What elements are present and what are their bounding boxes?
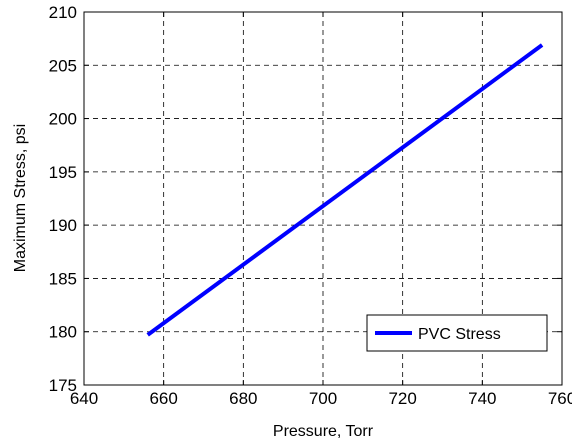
y-tick-label: 175 [49,376,77,395]
legend: PVC Stress [366,314,548,352]
x-tick-label: 720 [388,389,416,408]
y-axis-label: Maximum Stress, psi [12,124,29,272]
x-tick-labels: 640 660 680 700 720 740 760 [70,389,572,408]
series-line-pvc-stress [146,43,544,337]
x-tick-label: 740 [468,389,496,408]
x-tick-label: 700 [309,389,337,408]
y-tick-label: 185 [49,269,77,288]
y-tick-label: 205 [49,56,77,75]
x-tick-label: 660 [149,389,177,408]
y-tick-label: 200 [49,110,77,129]
y-tick-label: 210 [49,3,77,22]
x-tick-label: 640 [70,389,98,408]
y-tick-labels: 175 180 185 190 195 200 205 210 [49,3,77,395]
x-tick-label: 680 [229,389,257,408]
y-tick-label: 180 [49,323,77,342]
x-tick-label: 760 [548,389,572,408]
x-axis-label: Pressure, Torr [273,423,374,440]
y-tick-label: 190 [49,216,77,235]
y-tick-label: 195 [49,163,77,182]
series-layer [146,43,544,337]
legend-label: PVC Stress [418,326,501,343]
ticks [83,11,563,386]
